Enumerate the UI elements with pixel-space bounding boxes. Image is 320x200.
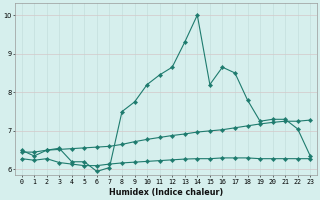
X-axis label: Humidex (Indice chaleur): Humidex (Indice chaleur) xyxy=(109,188,223,197)
